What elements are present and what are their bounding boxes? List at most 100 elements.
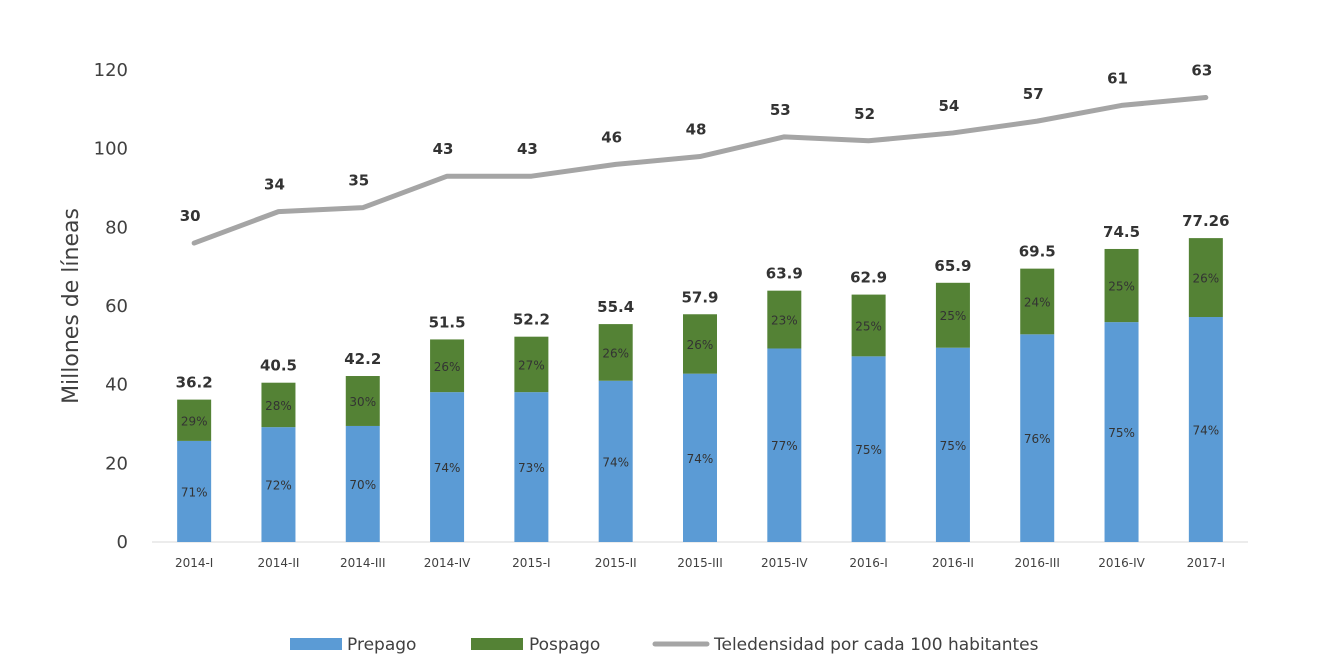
bar-prepago	[767, 348, 802, 542]
x-axis: 2014-I 2014-II 2014-III 2014-IV 2015-I 2015-I…	[152, 541, 1248, 570]
prepago-percent-label: 76%	[1024, 432, 1051, 446]
prepago-percent-label: 74%	[1193, 424, 1220, 438]
pospago-percent-label: 25%	[940, 309, 967, 323]
bar-total-label: 62.9	[850, 269, 887, 287]
y-axis-label: Millones de líneas	[59, 208, 84, 404]
bar-pospago	[1188, 238, 1223, 318]
bar-total-label: 63.9	[766, 265, 803, 283]
pospago-percent-label: 26%	[602, 346, 629, 360]
legend-swatch-pospago	[471, 638, 523, 650]
x-tick-label: 2016-IV	[1098, 556, 1145, 570]
teledensity-value-label: 34	[264, 176, 285, 194]
bar-pospago	[935, 282, 970, 348]
teledensity-value-label: 43	[517, 140, 538, 158]
y-tick-label: 0	[117, 532, 128, 553]
prepago-percent-label: 74%	[687, 452, 714, 466]
bar-total-label: 57.9	[681, 288, 718, 306]
y-tick-label: 80	[105, 217, 128, 238]
x-tick-label: 2015-II	[595, 556, 637, 570]
prepago-percent-label: 70%	[349, 478, 376, 492]
bar-prepago	[1104, 322, 1139, 542]
y-axis: 0 20 40 60 80 100 120	[94, 60, 128, 553]
bar-pospago	[345, 376, 380, 426]
legend-swatch-prepago	[290, 638, 342, 650]
bar-total-label: 42.2	[344, 350, 381, 368]
bar-total-label: 55.4	[597, 298, 634, 316]
prepago-percent-label: 75%	[1108, 426, 1135, 440]
y-tick-label: 40	[105, 375, 128, 396]
prepago-percent-label: 75%	[855, 443, 882, 457]
bar-pospago	[1020, 268, 1055, 335]
teledensity-value-label: 61	[1107, 69, 1128, 87]
bar-prepago	[598, 380, 633, 542]
prepago-percent-label: 71%	[181, 485, 208, 499]
pospago-percent-label: 28%	[265, 399, 292, 413]
x-tick-label: 2014-I	[175, 556, 213, 570]
legend-label-pospago: Pospago	[529, 635, 600, 655]
bar-pospago	[514, 336, 549, 393]
bar-total-label: 36.2	[176, 374, 213, 392]
bar-total-label: 52.2	[513, 311, 550, 329]
bar-prepago	[177, 440, 212, 542]
teledensity-value-label: 52	[854, 105, 875, 123]
teledensity-value-label: 46	[601, 128, 622, 146]
pospago-percent-label: 24%	[1024, 295, 1051, 309]
bar-total-label: 69.5	[1019, 243, 1056, 261]
bar-prepago	[1188, 317, 1223, 542]
teledensity-value-label: 57	[1023, 85, 1044, 103]
bar-prepago	[514, 392, 549, 542]
legend-label-teledensidad: Teledensidad por cada 100 habitantes	[713, 635, 1039, 655]
bar-pospago	[177, 399, 212, 441]
bar-prepago	[430, 392, 465, 542]
teledensity-value-label: 30	[180, 207, 201, 225]
bar-total-label: 40.5	[260, 357, 297, 375]
pospago-percent-label: 26%	[687, 338, 714, 352]
bars	[177, 238, 1223, 542]
teledensity-value-label: 35	[348, 172, 369, 190]
pospago-percent-label: 26%	[1193, 272, 1220, 286]
x-tick-label: 2015-IV	[761, 556, 808, 570]
teledensity-value-label: 63	[1191, 62, 1212, 80]
bar-prepago	[683, 373, 717, 542]
x-tick-label: 2014-IV	[424, 556, 471, 570]
pospago-percent-label: 30%	[349, 395, 376, 409]
bar-pospago	[683, 314, 717, 374]
x-tick-label: 2014-II	[257, 556, 299, 570]
bar-total-label: 65.9	[934, 257, 971, 275]
teledensity-value-label: 54	[938, 97, 959, 115]
bar-pospago	[1104, 248, 1139, 323]
x-tick-label: 2015-I	[512, 556, 550, 570]
bar-total-label: 74.5	[1103, 223, 1140, 241]
bar-pospago	[430, 339, 465, 393]
teledensity-value-label: 43	[433, 140, 454, 158]
y-tick-label: 60	[105, 296, 128, 317]
prepago-percent-label: 77%	[771, 439, 798, 453]
bar-pospago	[261, 382, 296, 428]
prepago-percent-label: 74%	[434, 461, 461, 475]
legend-label-prepago: Prepago	[347, 635, 416, 655]
prepago-percent-label: 74%	[602, 455, 629, 469]
bar-total-label: 51.5	[429, 313, 466, 331]
pospago-percent-label: 25%	[1108, 280, 1135, 294]
prepago-percent-label: 72%	[265, 479, 292, 493]
x-tick-label: 2016-II	[932, 556, 974, 570]
bar-prepago	[345, 425, 380, 542]
bar-prepago	[935, 347, 970, 542]
pospago-percent-label: 23%	[771, 314, 798, 328]
x-tick-label: 2015-III	[677, 556, 723, 570]
pospago-percent-label: 26%	[434, 360, 461, 374]
x-tick-label: 2017-I	[1187, 556, 1225, 570]
x-tick-label: 2016-I	[849, 556, 887, 570]
x-tick-label: 2014-III	[340, 556, 386, 570]
prepago-percent-label: 73%	[518, 461, 545, 475]
data-labels: 71% 29% 36.2 72% 28% 40.5 70% 30% 42.2 74% 26% 51.5…	[176, 62, 1230, 500]
bar-prepago	[851, 356, 886, 542]
y-tick-label: 20	[105, 453, 128, 474]
y-tick-label: 100	[94, 139, 128, 160]
teledensity-line	[191, 95, 1209, 246]
bar-pospago	[851, 294, 886, 357]
bar-pospago	[598, 324, 633, 381]
pospago-percent-label: 25%	[855, 319, 882, 333]
